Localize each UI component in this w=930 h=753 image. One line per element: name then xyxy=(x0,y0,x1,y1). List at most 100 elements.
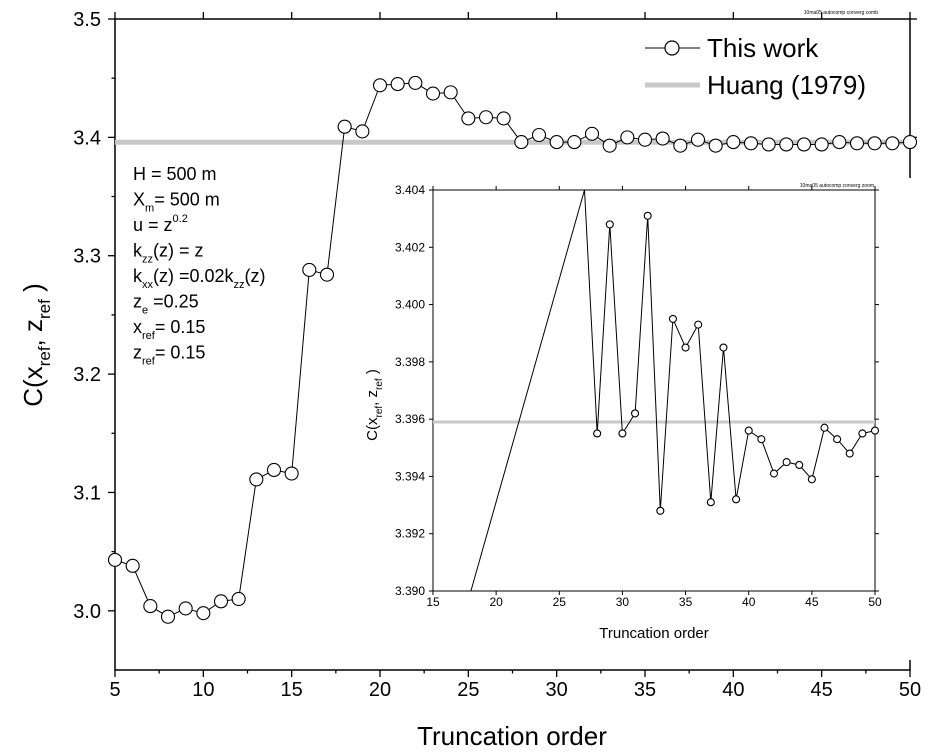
main-data-point xyxy=(355,124,370,139)
parameter-line: kzz(z) = z xyxy=(133,241,204,266)
parameter-line: zref= 0.15 xyxy=(133,343,205,368)
inset-axis-ticks: 15 20 25 30 35 40 45 50 3.390 3.392 3.394 3.396 3.39… xyxy=(395,183,882,609)
main-data-point xyxy=(514,135,529,150)
inset-data-point xyxy=(732,495,741,504)
main-data-point xyxy=(761,137,776,152)
inset-x-tick-label: 30 xyxy=(616,595,630,609)
main-data-point xyxy=(567,135,582,150)
main-data-point xyxy=(726,135,741,150)
main-data-point xyxy=(107,552,123,567)
inset-y-tick-label: 3.400 xyxy=(395,298,425,312)
main-data-point xyxy=(319,267,335,282)
parameter-line: xref= 0.15 xyxy=(133,317,205,342)
inset-y-tick-label: 3.398 xyxy=(395,355,425,369)
main-x-axis-title: Truncation order xyxy=(417,721,607,751)
main-data-point xyxy=(602,138,617,153)
legend-this-work-label: This work xyxy=(707,33,819,63)
inset-data-point xyxy=(782,458,791,467)
main-y-axis-title: C(xref, zref ) xyxy=(18,283,54,406)
main-y-tick-label: 3.3 xyxy=(73,246,101,268)
inset-x-tick-label: 50 xyxy=(868,595,882,609)
main-data-point xyxy=(832,135,847,150)
main-y-tick-label: 3.0 xyxy=(73,601,101,623)
legend-huang-label: Huang (1979) xyxy=(707,70,866,100)
main-data-point xyxy=(796,137,812,152)
main-data-point xyxy=(408,75,423,90)
parameter-line: H = 500 m xyxy=(133,164,217,184)
inset-x-tick-label: 45 xyxy=(805,595,819,609)
main-data-point xyxy=(531,127,547,143)
main-x-tick-label: 35 xyxy=(634,679,656,701)
main-data-point xyxy=(372,78,388,93)
main-x-tick-label: 30 xyxy=(546,679,568,701)
inset-data-point xyxy=(769,469,779,478)
inset-y-tick-label: 3.394 xyxy=(395,469,425,483)
main-data-point xyxy=(885,136,900,151)
inset-data-point xyxy=(605,220,614,229)
main-data-point xyxy=(178,601,193,616)
main-x-tick-label: 15 xyxy=(281,679,303,701)
inset-x-tick-label: 40 xyxy=(742,595,756,609)
main-y-tick-label: 3.1 xyxy=(73,482,101,504)
main-y-tick-label: 3.2 xyxy=(73,364,101,386)
inset-x-axis-title: Truncation order xyxy=(599,625,709,642)
main-data-point xyxy=(284,466,299,481)
inset-this-work-markers xyxy=(593,211,880,515)
main-data-point xyxy=(249,472,264,487)
main-data-point xyxy=(779,137,794,152)
main-x-tick-label: 5 xyxy=(109,679,120,701)
legend: This work Huang (1979) xyxy=(645,33,866,100)
main-x-tick-label: 50 xyxy=(899,679,921,701)
main-data-point xyxy=(302,262,317,277)
inset-data-point xyxy=(643,211,652,220)
main-data-point xyxy=(496,111,511,126)
inset-y-tick-label: 3.390 xyxy=(395,584,425,598)
legend-this-work-marker xyxy=(664,40,680,56)
main-x-tick-label: 40 xyxy=(722,679,744,701)
main-data-point xyxy=(213,594,229,609)
parameter-line: u = z0.2 xyxy=(133,213,188,235)
inset-data-point xyxy=(757,435,766,444)
inset-data-point xyxy=(744,426,753,435)
parameter-line: kxx(z) =0.02kzz(z) xyxy=(133,266,266,291)
inset-data-point xyxy=(845,449,854,458)
main-data-point xyxy=(814,137,829,152)
inset-data-point xyxy=(719,343,728,352)
main-data-point xyxy=(425,86,441,101)
inset-data-point xyxy=(833,435,842,444)
main-data-point xyxy=(743,136,759,151)
main-data-point xyxy=(673,138,688,153)
main-data-point xyxy=(549,135,564,150)
inset-plot-frame xyxy=(432,189,876,592)
parameter-line: Xm= 500 m xyxy=(133,190,220,215)
inset-data-point xyxy=(820,423,829,432)
main-data-point xyxy=(902,135,918,150)
main-data-point xyxy=(390,77,405,92)
main-data-point xyxy=(620,130,635,145)
inset-data-point xyxy=(858,429,867,438)
main-data-point xyxy=(584,126,600,141)
inset-chart: 10ma05 autocomp converg zoom 15 20 25 30 35 4… xyxy=(350,178,920,660)
main-data-point xyxy=(337,119,352,134)
inset-x-tick-label: 25 xyxy=(553,595,567,609)
main-data-point xyxy=(655,131,670,146)
main-x-tick-label: 20 xyxy=(369,679,391,701)
inset-x-tick-label: 35 xyxy=(679,595,693,609)
this-work-markers xyxy=(107,75,918,624)
main-y-tick-label: 3.5 xyxy=(73,9,101,31)
main-data-point xyxy=(637,132,653,147)
inset-data-point xyxy=(631,409,640,418)
inset-background xyxy=(350,178,920,660)
main-data-point xyxy=(708,138,723,153)
main-data-point xyxy=(478,110,494,125)
parameter-block: H = 500 m Xm= 500 mu = z0.2 kzz(z) = zkxx(… xyxy=(133,164,266,368)
inset-x-tick-label: 15 xyxy=(426,595,440,609)
main-data-point xyxy=(443,85,458,100)
main-data-point xyxy=(867,136,882,151)
inset-data-point xyxy=(668,314,677,323)
main-x-tick-label: 45 xyxy=(811,679,833,701)
inset-y-tick-label: 3.402 xyxy=(395,240,425,254)
inset-data-point xyxy=(656,506,665,515)
inset-data-point xyxy=(706,498,715,507)
